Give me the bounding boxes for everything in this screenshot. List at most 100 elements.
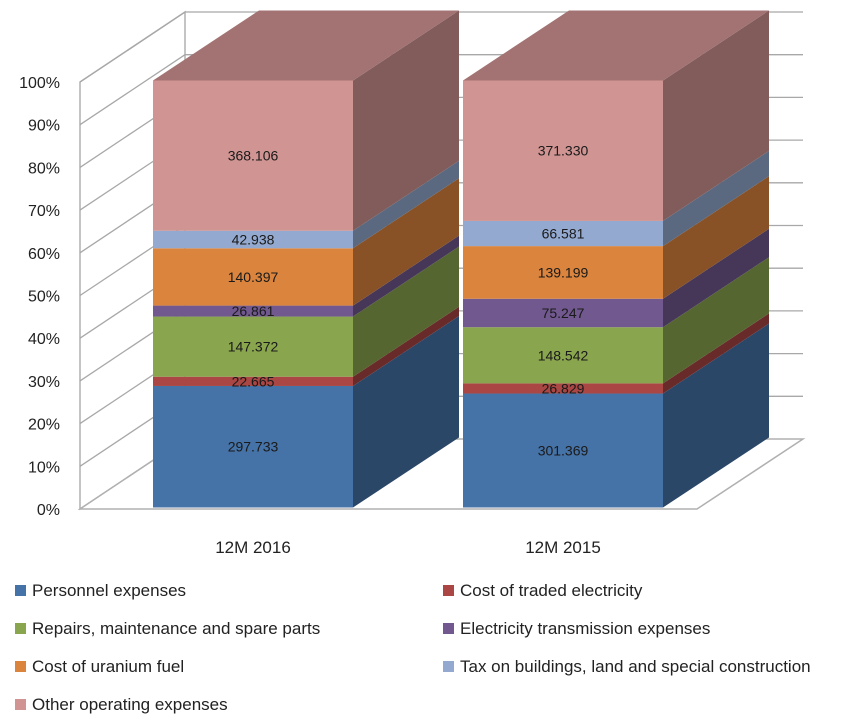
y-tick-label: 100%	[19, 75, 60, 92]
legend: Personnel expenses Cost of traded electri…	[15, 581, 811, 714]
legend-item: Other operating expenses	[15, 695, 228, 714]
legend-swatch	[443, 661, 454, 672]
bar-front-face	[463, 327, 663, 384]
legend-label: Cost of traded electricity	[460, 581, 643, 600]
category-labels: 12M 2016 12M 2015	[215, 538, 601, 557]
data-label: 26.829	[542, 380, 585, 396]
legend-label: Tax on buildings, land and special const…	[460, 657, 811, 676]
data-label: 147.372	[228, 339, 279, 355]
bar-front-face	[463, 80, 663, 221]
data-label: 139.199	[538, 264, 589, 280]
legend-swatch	[15, 661, 26, 672]
bar-front-face	[153, 316, 353, 377]
bar-side-face	[353, 10, 459, 231]
bar-segment: 22.665	[153, 306, 459, 389]
bar-segment: 42.938	[153, 160, 459, 249]
y-tick-label: 90%	[28, 118, 60, 135]
bar-stack: 297.733 22.665 147.372 26.861 140.397 42.938 3…	[153, 10, 459, 508]
bar-front-face	[153, 305, 353, 317]
bar-front-face	[463, 220, 663, 247]
y-tick-label: 10%	[28, 459, 60, 476]
y-tick-label: 70%	[28, 203, 60, 220]
bar-side-face	[353, 315, 459, 508]
bar-front-face	[153, 230, 353, 249]
y-tick-label: 80%	[28, 160, 60, 177]
bar-side-face	[663, 323, 769, 508]
data-label: 22.665	[232, 373, 275, 389]
bar-front-face	[153, 376, 353, 386]
y-axis-ticks: 0% 10% 20% 30% 40% 50% 60% 70% 80% 90% 100%	[19, 75, 60, 519]
bar-side-face	[663, 257, 769, 384]
y-tick-label: 0%	[37, 502, 60, 519]
legend-label: Personnel expenses	[32, 581, 186, 600]
bar-segment: 26.829	[463, 313, 769, 396]
y-tick-label: 50%	[28, 289, 60, 306]
data-label: 42.938	[232, 232, 275, 248]
y-tick-label: 60%	[28, 246, 60, 263]
data-label: 301.369	[538, 443, 589, 459]
data-label: 66.581	[542, 226, 585, 242]
legend-swatch	[15, 699, 26, 710]
legend-item: Electricity transmission expenses	[443, 619, 710, 638]
y-tick-label: 20%	[28, 417, 60, 434]
bar-segment: 368.106	[153, 10, 459, 231]
bar-side-face	[663, 228, 769, 328]
bar-side-face	[353, 160, 459, 249]
legend-item: Cost of traded electricity	[443, 581, 643, 600]
data-label: 140.397	[228, 269, 279, 285]
legend-label: Other operating expenses	[32, 695, 228, 714]
bar-front-face	[463, 298, 663, 328]
bars: 297.733 22.665 147.372 26.861 140.397 42.938 3…	[153, 10, 769, 508]
bar-segment: 139.199	[463, 176, 769, 299]
data-label: 371.330	[538, 143, 589, 159]
bar-segment: 371.330	[463, 10, 769, 221]
legend-swatch	[443, 623, 454, 634]
data-label: 148.542	[538, 347, 589, 363]
bar-side-face	[663, 313, 769, 394]
legend-label: Cost of uranium fuel	[32, 657, 184, 676]
data-label: 297.733	[228, 439, 279, 455]
bar-segment: 75.247	[463, 228, 769, 328]
data-label: 75.247	[542, 305, 585, 321]
bar-side-face	[663, 10, 769, 221]
bar-segment: 148.542	[463, 257, 769, 384]
bar-side-face	[353, 246, 459, 377]
bar-segment: 66.581	[463, 150, 769, 247]
bar-side-face	[353, 306, 459, 386]
x-category-label: 12M 2015	[525, 538, 601, 557]
legend-swatch	[15, 623, 26, 634]
legend-swatch	[443, 585, 454, 596]
data-label: 26.861	[232, 303, 275, 319]
x-category-label: 12M 2016	[215, 538, 291, 557]
bar-stack: 301.369 26.829 148.542 75.247 139.199 66.581 3…	[463, 10, 769, 508]
bar-segment: 297.733	[153, 315, 459, 508]
bar-top-face	[153, 10, 459, 81]
bar-front-face	[463, 246, 663, 299]
bar-side-face	[663, 150, 769, 247]
bar-segment: 147.372	[153, 246, 459, 377]
bar-side-face	[353, 235, 459, 317]
legend-item: Tax on buildings, land and special const…	[443, 657, 811, 676]
bar-segment: 301.369	[463, 323, 769, 508]
legend-item: Repairs, maintenance and spare parts	[15, 619, 320, 638]
bar-front-face	[153, 248, 353, 306]
bar-front-face	[153, 80, 353, 231]
bar-segment: 140.397	[153, 178, 459, 306]
bar-front-face	[153, 385, 353, 508]
legend-item: Personnel expenses	[15, 581, 186, 600]
bar-side-face	[353, 178, 459, 306]
legend-label: Electricity transmission expenses	[460, 619, 710, 638]
bar-side-face	[663, 176, 769, 299]
bar-front-face	[463, 383, 663, 394]
legend-swatch	[15, 585, 26, 596]
legend-item: Cost of uranium fuel	[15, 657, 184, 676]
bar-front-face	[463, 393, 663, 508]
legend-label: Repairs, maintenance and spare parts	[32, 619, 320, 638]
data-label: 368.106	[228, 148, 279, 164]
y-tick-label: 30%	[28, 374, 60, 391]
bar-segment: 26.861	[153, 235, 459, 319]
bar-top-face	[463, 10, 769, 81]
y-tick-label: 40%	[28, 331, 60, 348]
